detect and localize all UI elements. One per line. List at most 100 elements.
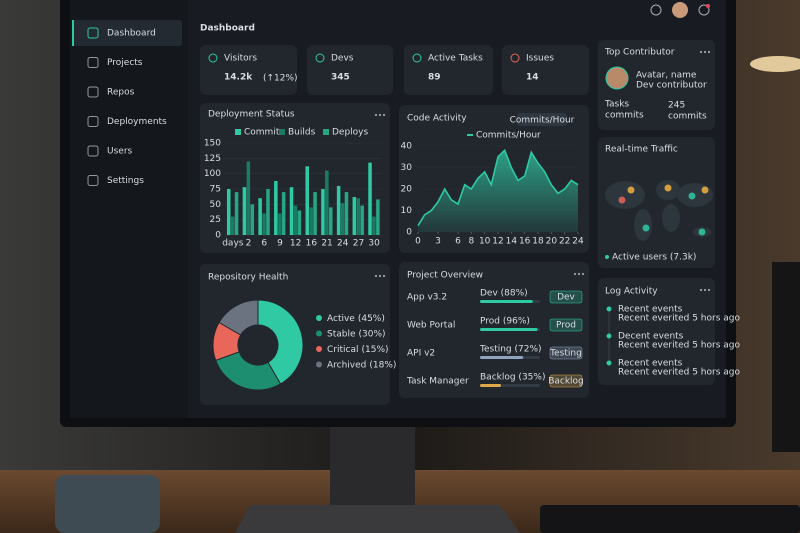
donut-slice: [215, 351, 282, 391]
x-tick-label: 24: [337, 239, 349, 249]
traffic-hotspot: [698, 228, 706, 236]
menu-dot: [374, 113, 378, 117]
stat-icon: [510, 53, 520, 63]
bar: [368, 162, 372, 235]
bar: [321, 189, 325, 235]
status-dot: [605, 255, 609, 259]
menu-dot: [699, 50, 703, 54]
legend-label: Commits: [244, 128, 284, 138]
nav-active[interactable]: [72, 20, 182, 46]
x-tick-label: 3: [435, 237, 441, 247]
log-sub: Recent everited 5 hors ago: [618, 368, 740, 378]
x-tick-label: 10: [479, 237, 491, 247]
card: [307, 45, 393, 95]
bar: [305, 166, 309, 235]
nav-icon: [87, 175, 99, 186]
menu-dot: [577, 272, 581, 276]
x-tick-label: 16: [519, 237, 531, 247]
project-name: Task Manager: [406, 377, 469, 387]
bar: [325, 170, 329, 235]
bar: [258, 198, 262, 235]
badge-label: Commits/Hour: [510, 116, 575, 126]
bar: [274, 181, 278, 235]
nav-icon: [87, 27, 99, 39]
nav-item[interactable]: Deployments: [107, 117, 167, 127]
card-title: Code Activity: [407, 114, 467, 124]
status-label: Prod: [556, 321, 576, 331]
area: [418, 150, 578, 232]
legend-value: (45%): [358, 314, 385, 324]
legend-label: Critical (15%): [327, 345, 389, 355]
badge: [517, 113, 567, 126]
timeline-dot: [606, 333, 612, 339]
stat-label: Issues: [526, 54, 554, 64]
legend-label: Archived (18%): [327, 360, 396, 370]
traffic-hotspot: [701, 186, 709, 194]
progress-label: Testing (72%): [479, 345, 542, 355]
progress-label: Prod (96%): [480, 317, 530, 327]
legend-dot: [316, 315, 322, 321]
monitor-stand: [330, 425, 415, 505]
legend-value: (30%): [359, 329, 386, 339]
nav-item[interactable]: Projects: [107, 58, 143, 68]
contributor-avatar: [605, 66, 629, 90]
x-tick-label: 16: [306, 239, 318, 249]
bar: [246, 161, 251, 235]
stat-icon: [315, 53, 325, 63]
tasks-sub: commits: [605, 111, 644, 121]
keyboard: [540, 505, 800, 533]
traffic-hotspot: [664, 184, 672, 192]
y-tick-label: 10: [401, 206, 413, 216]
nav-icon: [87, 86, 99, 98]
card-title: Repository Health: [208, 273, 288, 283]
x-tick-label: 14: [506, 237, 518, 247]
tasks-label: Tasks: [604, 100, 629, 110]
legend-label: Active (45%): [327, 314, 385, 324]
bar: [372, 216, 376, 235]
x-tick-label: 22: [559, 237, 570, 247]
bell-icon[interactable]: [650, 4, 662, 16]
card: [502, 45, 589, 95]
nav-icon: [87, 57, 99, 68]
status-label: Backlog: [548, 377, 584, 387]
x-tick-label: days: [222, 239, 244, 249]
card-title: Deployment Status: [208, 110, 295, 120]
lamp: [750, 56, 800, 72]
bar: [250, 204, 255, 235]
line: [417, 148, 579, 227]
progress-bar: [480, 356, 524, 359]
x-tick-label: 6: [455, 237, 461, 247]
y-tick-label: 50: [210, 200, 222, 210]
log-title: Recent events: [618, 305, 683, 315]
card-title: Log Activity: [605, 287, 658, 297]
nav-item[interactable]: Repos: [107, 88, 135, 98]
y-tick-label: 150: [204, 139, 221, 149]
legend-name: Archived: [327, 360, 366, 370]
stat-label: Devs: [331, 54, 354, 64]
user-avatar[interactable]: [672, 2, 688, 18]
legend-swatch: [279, 129, 285, 135]
bar: [313, 192, 317, 235]
nav-item[interactable]: Settings: [107, 176, 144, 186]
x-tick-label: 20: [546, 237, 558, 247]
legend-label: Commits/Hour: [476, 131, 541, 141]
speaker: [772, 262, 800, 452]
nav-item[interactable]: Users: [107, 147, 133, 157]
alert-icon[interactable]: [698, 4, 710, 16]
nav-item[interactable]: Dashboard: [107, 29, 156, 39]
y-tick-label: 125: [204, 154, 221, 164]
y-tick-label: 100: [204, 169, 221, 179]
bar: [356, 198, 361, 235]
donut-slice: [218, 299, 259, 336]
legend-name: Active: [327, 314, 355, 324]
card: [404, 45, 493, 95]
progress-bar: [480, 384, 501, 387]
bar: [309, 207, 313, 235]
alert-dot: [706, 4, 710, 8]
mug: [55, 475, 160, 533]
bar: [289, 187, 294, 235]
monitor-base: [235, 505, 520, 533]
stat-value: 345: [331, 73, 350, 83]
timeline-dot: [606, 306, 612, 312]
project-name: App v3.2: [407, 293, 447, 303]
